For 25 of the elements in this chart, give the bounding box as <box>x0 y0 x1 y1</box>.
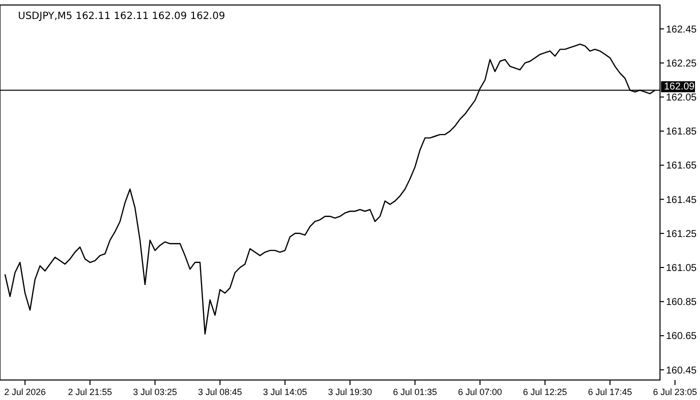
ref-line-label: 162.09 <box>664 82 696 93</box>
x-tick-label: 6 Jul 01:35 <box>392 387 438 397</box>
y-tick-label: 161.85 <box>666 126 698 138</box>
y-tick-label: 162.25 <box>666 58 698 70</box>
x-tick-label: 3 Jul 19:30 <box>328 387 372 397</box>
x-tick-label: 2 Jul 2026 <box>4 387 46 397</box>
x-tick-label: 6 Jul 17:45 <box>588 387 632 397</box>
x-tick-label: 6 Jul 07:00 <box>458 387 502 397</box>
y-tick-label: 160.85 <box>666 297 698 308</box>
x-tick-label: 6 Jul 23:05 <box>652 387 698 397</box>
y-tick-label: 160.45 <box>666 365 698 376</box>
y-tick-label: 160.65 <box>666 331 698 342</box>
x-tick-label: 3 Jul 08:45 <box>198 387 242 397</box>
text: USDJPY,M5 162.11 162.11 162.09 162.09 <box>18 11 226 22</box>
x-tick-label: 6 Jul 12:25 <box>522 387 568 397</box>
x-tick-label: 3 Jul 03:25 <box>132 387 178 397</box>
x-tick-label: 2 Jul 21:55 <box>68 387 112 397</box>
y-tick-label: 161.25 <box>666 228 698 240</box>
x-tick-label: 3 Jul 14:05 <box>262 387 308 397</box>
y-tick-label: 161.45 <box>666 194 698 206</box>
y-tick-label: 161.05 <box>666 263 698 274</box>
y-tick-label: 161.65 <box>666 160 698 172</box>
y-tick-label: 162.05 <box>666 92 698 104</box>
line-series <box>4 44 656 335</box>
y-tick-label: 162.45 <box>666 24 698 36</box>
